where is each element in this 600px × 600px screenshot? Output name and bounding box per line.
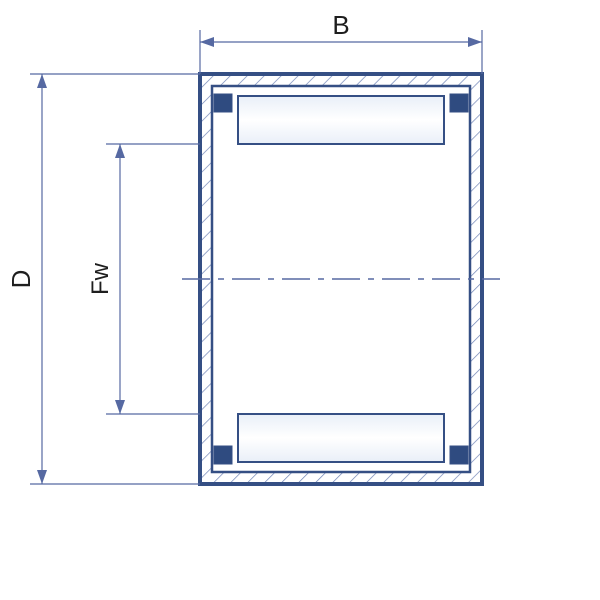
- cage-block: [214, 94, 232, 112]
- dim-arrow: [37, 74, 47, 88]
- cage-block: [450, 446, 468, 464]
- dim-arrow: [468, 37, 482, 47]
- cage-block: [214, 446, 232, 464]
- dim-label-Fw: Fw: [87, 262, 114, 295]
- dim-arrow: [115, 144, 125, 158]
- dim-label-D: D: [6, 270, 36, 289]
- cage-block: [450, 94, 468, 112]
- dim-label-B: B: [332, 10, 349, 40]
- dim-arrow: [37, 470, 47, 484]
- dim-arrow: [200, 37, 214, 47]
- dim-arrow: [115, 400, 125, 414]
- roller-top: [238, 96, 444, 144]
- roller-bottom: [238, 414, 444, 462]
